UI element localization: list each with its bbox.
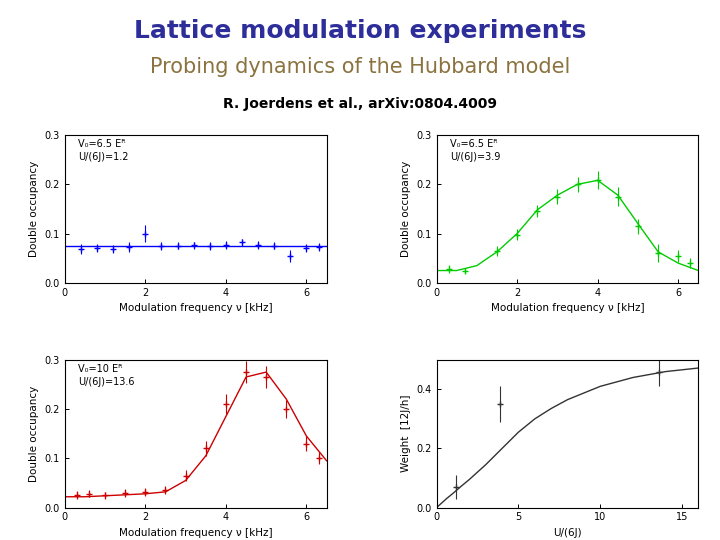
Text: V₀=6.5 Eᴿ
U/(6J)=3.9: V₀=6.5 Eᴿ U/(6J)=3.9 — [450, 139, 500, 162]
X-axis label: U/(6J): U/(6J) — [553, 528, 582, 538]
Text: V₀=10 Eᴿ
U/(6J)=13.6: V₀=10 Eᴿ U/(6J)=13.6 — [78, 364, 135, 387]
X-axis label: Modulation frequency ν [kHz]: Modulation frequency ν [kHz] — [490, 303, 644, 313]
Text: R. Joerdens et al., arXiv:0804.4009: R. Joerdens et al., arXiv:0804.4009 — [223, 97, 497, 111]
Text: V₀=6.5 Eᴿ
U/(6J)=1.2: V₀=6.5 Eᴿ U/(6J)=1.2 — [78, 139, 128, 162]
Y-axis label: Weight  [12J/h]: Weight [12J/h] — [401, 395, 411, 472]
X-axis label: Modulation frequency ν [kHz]: Modulation frequency ν [kHz] — [119, 528, 273, 538]
Y-axis label: Double occupancy: Double occupancy — [29, 386, 39, 482]
X-axis label: Modulation frequency ν [kHz]: Modulation frequency ν [kHz] — [119, 303, 273, 313]
Y-axis label: Double occupancy: Double occupancy — [29, 161, 39, 257]
Y-axis label: Double occupancy: Double occupancy — [401, 161, 411, 257]
Text: Probing dynamics of the Hubbard model: Probing dynamics of the Hubbard model — [150, 57, 570, 77]
Text: Lattice modulation experiments: Lattice modulation experiments — [134, 19, 586, 43]
